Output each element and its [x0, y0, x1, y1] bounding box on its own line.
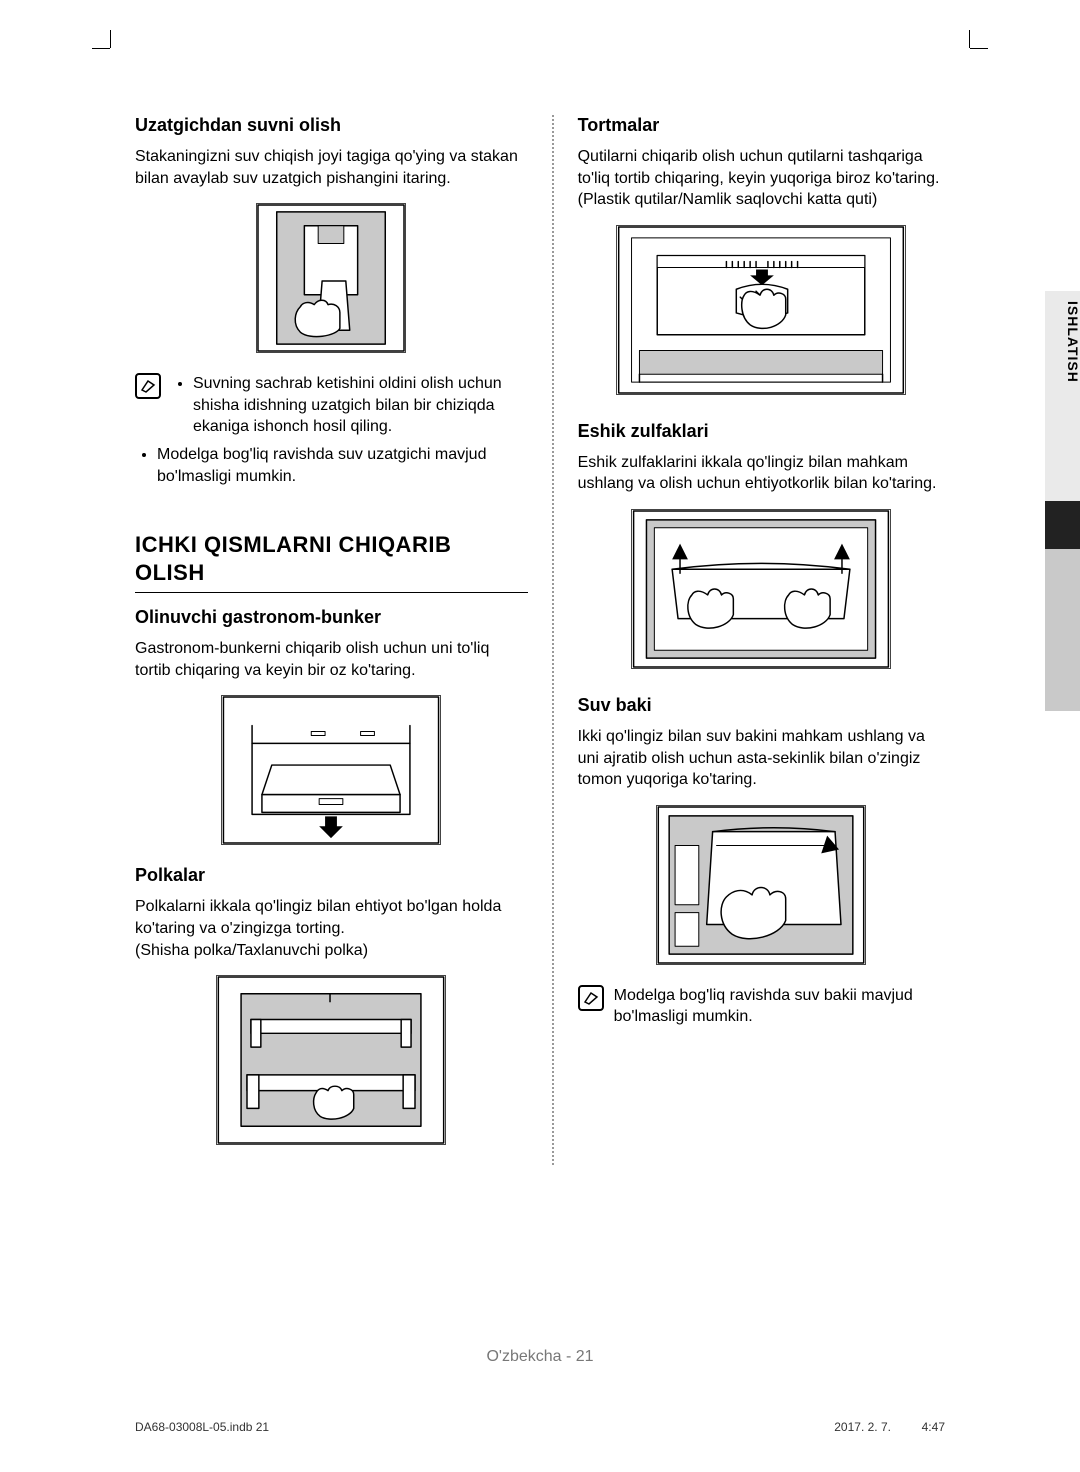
note-icon	[578, 985, 604, 1011]
heading-shelves: Polkalar	[135, 865, 528, 886]
side-tab-label: ISHLATISH	[1065, 301, 1080, 383]
section-title-remove-parts: ICHKI QISMLARNI CHIQARIB OLISH	[135, 531, 528, 593]
print-footer: DA68-03008L-05.indb 21 2017. 2. 7. 4:47	[135, 1420, 945, 1434]
note-text-water-tank: Modelga bog'liq ravishda suv bakii mavju…	[614, 985, 945, 1028]
illustration-water-dispenser	[256, 203, 406, 353]
illustration-shelves	[216, 975, 446, 1145]
illustration-drawers	[616, 225, 906, 395]
note-bullets-water: Suvning sachrab ketishini oldini olish u…	[171, 373, 528, 442]
note-icon	[135, 373, 161, 399]
note-bullets-water-2: Modelga bog'liq ravishda suv uzatgichi m…	[135, 444, 528, 487]
illustration-water-tank	[656, 805, 866, 965]
heading-water-tank: Suv baki	[578, 695, 945, 716]
note-bullet: Suvning sachrab ketishini oldini olish u…	[193, 373, 528, 438]
body-shelves: Polkalarni ikkala qo'lingiz bilan ehtiyo…	[135, 896, 528, 961]
illustration-door-bins	[631, 509, 891, 669]
body-door-bins: Eshik zulfaklarini ikkala qo'lingiz bila…	[578, 452, 945, 495]
page-content: ISHLATISH Uzatgichdan suvni olish Stakan…	[135, 115, 945, 1352]
heading-drawers: Tortmalar	[578, 115, 945, 136]
note-water-tank: Modelga bog'liq ravishda suv bakii mavju…	[578, 985, 945, 1028]
body-drawers: Qutilarni chiqarib olish uchun qutilarni…	[578, 146, 945, 211]
right-column: Tortmalar Qutilarni chiqarib olish uchun…	[552, 115, 945, 1165]
note-water-dispenser: Suvning sachrab ketishini oldini olish u…	[135, 373, 528, 442]
body-water-dispenser: Stakaningizni suv chiqish joyi tagiga qo…	[135, 146, 528, 189]
side-tab: ISHLATISH	[1053, 291, 1080, 711]
heading-water-dispenser: Uzatgichdan suvni olish	[135, 115, 528, 136]
body-water-tank: Ikki qo'lingiz bilan suv bakini mahkam u…	[578, 726, 945, 791]
print-footer-left: DA68-03008L-05.indb 21	[135, 1420, 269, 1434]
body-deli-bin: Gastronom-bunkerni chiqarib olish uchun …	[135, 638, 528, 681]
crop-marks	[0, 0, 1080, 60]
page-number: O'zbekcha - 21	[135, 1348, 945, 1366]
heading-door-bins: Eshik zulfaklari	[578, 421, 945, 442]
left-column: Uzatgichdan suvni olish Stakaningizni su…	[135, 115, 528, 1165]
heading-deli-bin: Olinuvchi gastronom-bunker	[135, 607, 528, 628]
note-bullet: Modelga bog'liq ravishda suv uzatgichi m…	[157, 444, 528, 487]
print-footer-right: 2017. 2. 7. 4:47	[834, 1420, 945, 1434]
illustration-deli-bin	[221, 695, 441, 845]
